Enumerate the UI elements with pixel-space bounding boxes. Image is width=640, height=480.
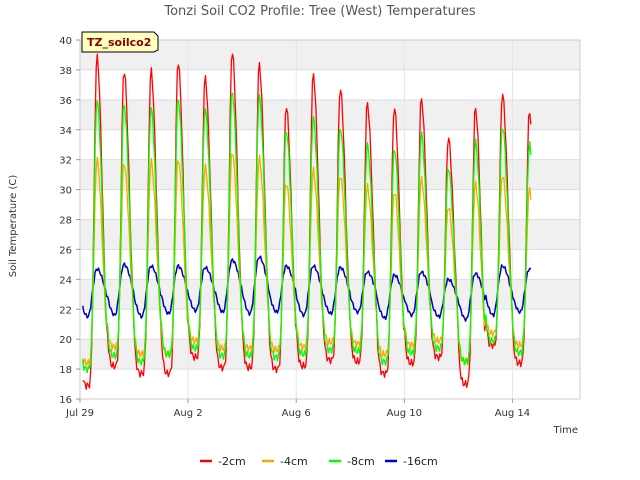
site-badge-label: TZ_soilco2 xyxy=(87,36,151,49)
y-tick-label: 18 xyxy=(59,365,72,376)
x-tick-label: Aug 6 xyxy=(282,408,311,419)
y-tick-label: 32 xyxy=(59,156,72,167)
plot-band xyxy=(80,159,580,190)
x-tick-label: Aug 10 xyxy=(387,408,422,419)
plot-band xyxy=(80,99,580,130)
site-badge: TZ_soilco2 xyxy=(81,31,159,53)
y-tick-label: 38 xyxy=(59,66,72,77)
y-tick-label: 26 xyxy=(59,245,72,256)
legend-item: -8cm xyxy=(329,455,375,468)
y-tick-label: 40 xyxy=(59,36,72,47)
y-tick-label: 36 xyxy=(59,96,72,107)
legend-label: -4cm xyxy=(280,455,308,468)
x-axis-label: Time xyxy=(553,425,578,436)
site-badge-box xyxy=(81,31,159,53)
plot-band xyxy=(80,279,580,310)
plot-band xyxy=(80,219,580,250)
y-tick-label: 16 xyxy=(59,395,72,406)
x-axis: Jul 29 Aug 2 Aug 6 Aug 10 Aug 14 xyxy=(65,399,530,419)
y-tick-label: 34 xyxy=(59,126,72,137)
legend-item: -16cm xyxy=(385,455,438,468)
y-axis-label: Soil Temperature (C) xyxy=(8,175,19,278)
y-tick-label: 22 xyxy=(59,305,72,316)
series-line-minus-8cm xyxy=(82,92,532,374)
y-tick-label: 24 xyxy=(59,275,72,286)
legend-item: -4cm xyxy=(262,455,308,468)
legend: -2cm -4cm -8cm -16cm xyxy=(200,455,438,468)
series-lines xyxy=(81,53,532,390)
y-tick-label: 20 xyxy=(59,335,72,346)
y-tick-label: 30 xyxy=(59,186,72,197)
chart-title: Tonzi Soil CO2 Profile: Tree (West) Temp… xyxy=(163,4,476,19)
x-tick-label: Aug 2 xyxy=(174,408,203,419)
x-tick-label: Aug 14 xyxy=(495,408,530,419)
legend-item: -2cm xyxy=(200,455,246,468)
legend-label: -8cm xyxy=(347,455,375,468)
legend-label: -16cm xyxy=(403,455,438,468)
y-tick-label: 28 xyxy=(59,216,72,227)
plot-band xyxy=(80,40,580,70)
legend-label: -2cm xyxy=(218,455,246,468)
y-axis: 16 18 20 22 24 26 28 30 32 34 36 38 40 xyxy=(59,36,80,406)
x-tick-label: Jul 29 xyxy=(65,408,94,419)
